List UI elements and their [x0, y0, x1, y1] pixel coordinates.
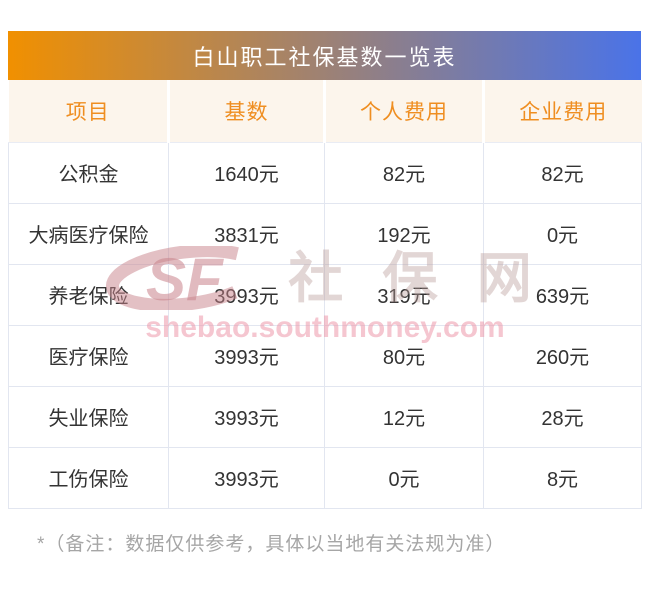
column-header-item: 项目 [8, 80, 169, 143]
cell-company: 0元 [483, 202, 642, 265]
cell-company: 82元 [483, 141, 642, 204]
cell-base: 3993元 [168, 385, 325, 448]
cell-base: 3993元 [168, 446, 325, 509]
cell-company: 260元 [483, 324, 642, 387]
cell-base: 1640元 [168, 141, 325, 204]
table-row-work-injury: 工伤保险 3993元 0元 8元 [8, 446, 642, 509]
table-row-critical-illness: 大病医疗保险 3831元 192元 0元 [8, 202, 642, 265]
social-insurance-base-table: 项目 基数 个人费用 企业费用 公积金 1640元 82元 82元 大病医疗保险… [8, 80, 642, 509]
cell-base: 3993元 [168, 324, 325, 387]
header-row: 项目 基数 个人费用 企业费用 [8, 80, 642, 143]
table-row-housing-fund: 公积金 1640元 82元 82元 [8, 141, 642, 204]
column-header-personal: 个人费用 [323, 80, 484, 143]
column-header-company: 企业费用 [482, 80, 642, 143]
cell-item: 养老保险 [8, 263, 169, 326]
cell-item: 医疗保险 [8, 324, 169, 387]
cell-company: 8元 [483, 446, 642, 509]
table-row-pension: 养老保险 3993元 319元 639元 [8, 263, 642, 326]
cell-personal: 192元 [324, 202, 484, 265]
cell-personal: 12元 [324, 385, 484, 448]
table-row-unemployment: 失业保险 3993元 12元 28元 [8, 385, 642, 448]
cell-company: 28元 [483, 385, 642, 448]
cell-personal: 319元 [324, 263, 484, 326]
cell-item: 工伤保险 [8, 446, 169, 509]
cell-item: 大病医疗保险 [8, 202, 169, 265]
column-header-base: 基数 [167, 80, 325, 143]
cell-base: 3831元 [168, 202, 325, 265]
cell-personal: 80元 [324, 324, 484, 387]
disclaimer-note: *（备注：数据仅供参考，具体以当地有关法规为准） [37, 534, 506, 555]
cell-base: 3993元 [168, 263, 325, 326]
cell-company: 639元 [483, 263, 642, 326]
cell-item: 失业保险 [8, 385, 169, 448]
table-row-medical: 医疗保险 3993元 80元 260元 [8, 324, 642, 387]
cell-personal: 0元 [324, 446, 484, 509]
cell-personal: 82元 [324, 141, 484, 204]
cell-item: 公积金 [8, 141, 169, 204]
social-insurance-table-card: 白山职工社保基数一览表 项目 基数 个人费用 企业费用 公积金 1640元 82… [8, 31, 642, 509]
page-title: 白山职工社保基数一览表 [8, 31, 641, 80]
